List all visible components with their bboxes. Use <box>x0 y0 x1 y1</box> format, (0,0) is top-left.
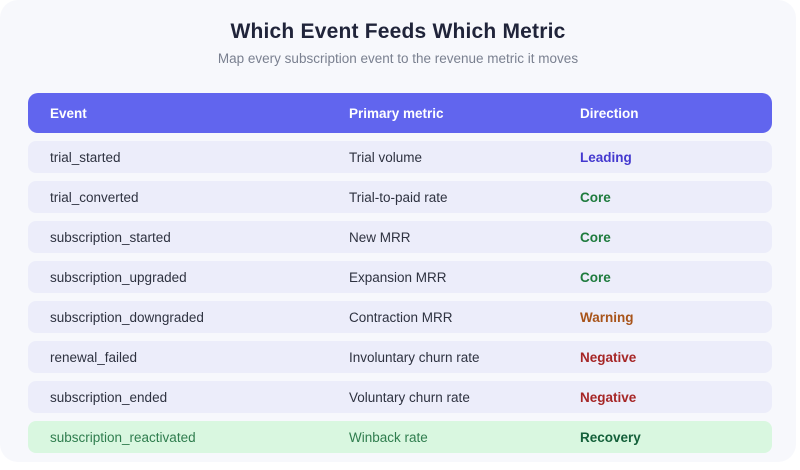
page-subtitle: Map every subscription event to the reve… <box>217 51 579 66</box>
column-header-direction: Direction <box>580 105 639 121</box>
cell-event: subscription_reactivated <box>50 429 196 445</box>
table-body: trial_started Trial volume Leading trial_co… <box>28 141 772 453</box>
table-row: subscription_ended Voluntary churn rate Ne… <box>28 381 772 413</box>
table-row: trial_converted Trial-to-paid rate Core <box>28 181 772 213</box>
page-title: Which Event Feeds Which Metric <box>230 20 566 43</box>
cell-direction: Core <box>580 189 611 205</box>
cell-direction: Negative <box>580 349 637 365</box>
cell-direction: Core <box>580 229 611 245</box>
cell-direction: Negative <box>580 389 637 405</box>
cell-event: subscription_started <box>50 229 171 245</box>
cell-primary-metric: Expansion MRR <box>349 269 447 285</box>
table-row: subscription_upgraded Expansion MRR Core <box>28 261 772 293</box>
cell-primary-metric: Voluntary churn rate <box>349 389 470 405</box>
cell-event: trial_converted <box>50 189 139 205</box>
cell-event: subscription_ended <box>50 389 168 405</box>
column-header-event: Event <box>50 105 87 121</box>
cell-primary-metric: New MRR <box>349 229 411 245</box>
cell-primary-metric: Trial volume <box>349 149 423 165</box>
table-row: renewal_failed Involuntary churn rate Nega… <box>28 341 772 373</box>
cell-direction: Core <box>580 269 611 285</box>
table-row: trial_started Trial volume Leading <box>28 141 772 173</box>
card: Which Event Feeds Which Metric Map every… <box>0 0 796 453</box>
cell-primary-metric: Contraction MRR <box>349 309 453 325</box>
column-header-metric: Primary metric <box>349 105 444 121</box>
table-header-row: Event Primary metric Direction <box>28 93 772 133</box>
cell-direction: Recovery <box>580 429 641 445</box>
cell-primary-metric: Winback rate <box>349 429 428 445</box>
table-row: subscription_started New MRR Core <box>28 221 772 253</box>
cell-event: subscription_downgraded <box>50 309 204 325</box>
cell-event: trial_started <box>50 149 121 165</box>
cell-direction: Warning <box>580 309 634 325</box>
cell-primary-metric: Involuntary churn rate <box>349 349 480 365</box>
cell-direction: Leading <box>580 149 632 165</box>
heading: Which Event Feeds Which Metric Map every… <box>0 0 796 66</box>
cell-event: renewal_failed <box>50 349 138 365</box>
table-row: subscription_downgraded Contraction MRR Wa… <box>28 301 772 333</box>
table-row: subscription_reactivated Winback rate Reco… <box>28 421 772 453</box>
cell-event: subscription_upgraded <box>50 269 187 285</box>
event-metric-table: Event Primary metric Direction trial_sta… <box>28 93 772 453</box>
cell-primary-metric: Trial-to-paid rate <box>349 189 448 205</box>
